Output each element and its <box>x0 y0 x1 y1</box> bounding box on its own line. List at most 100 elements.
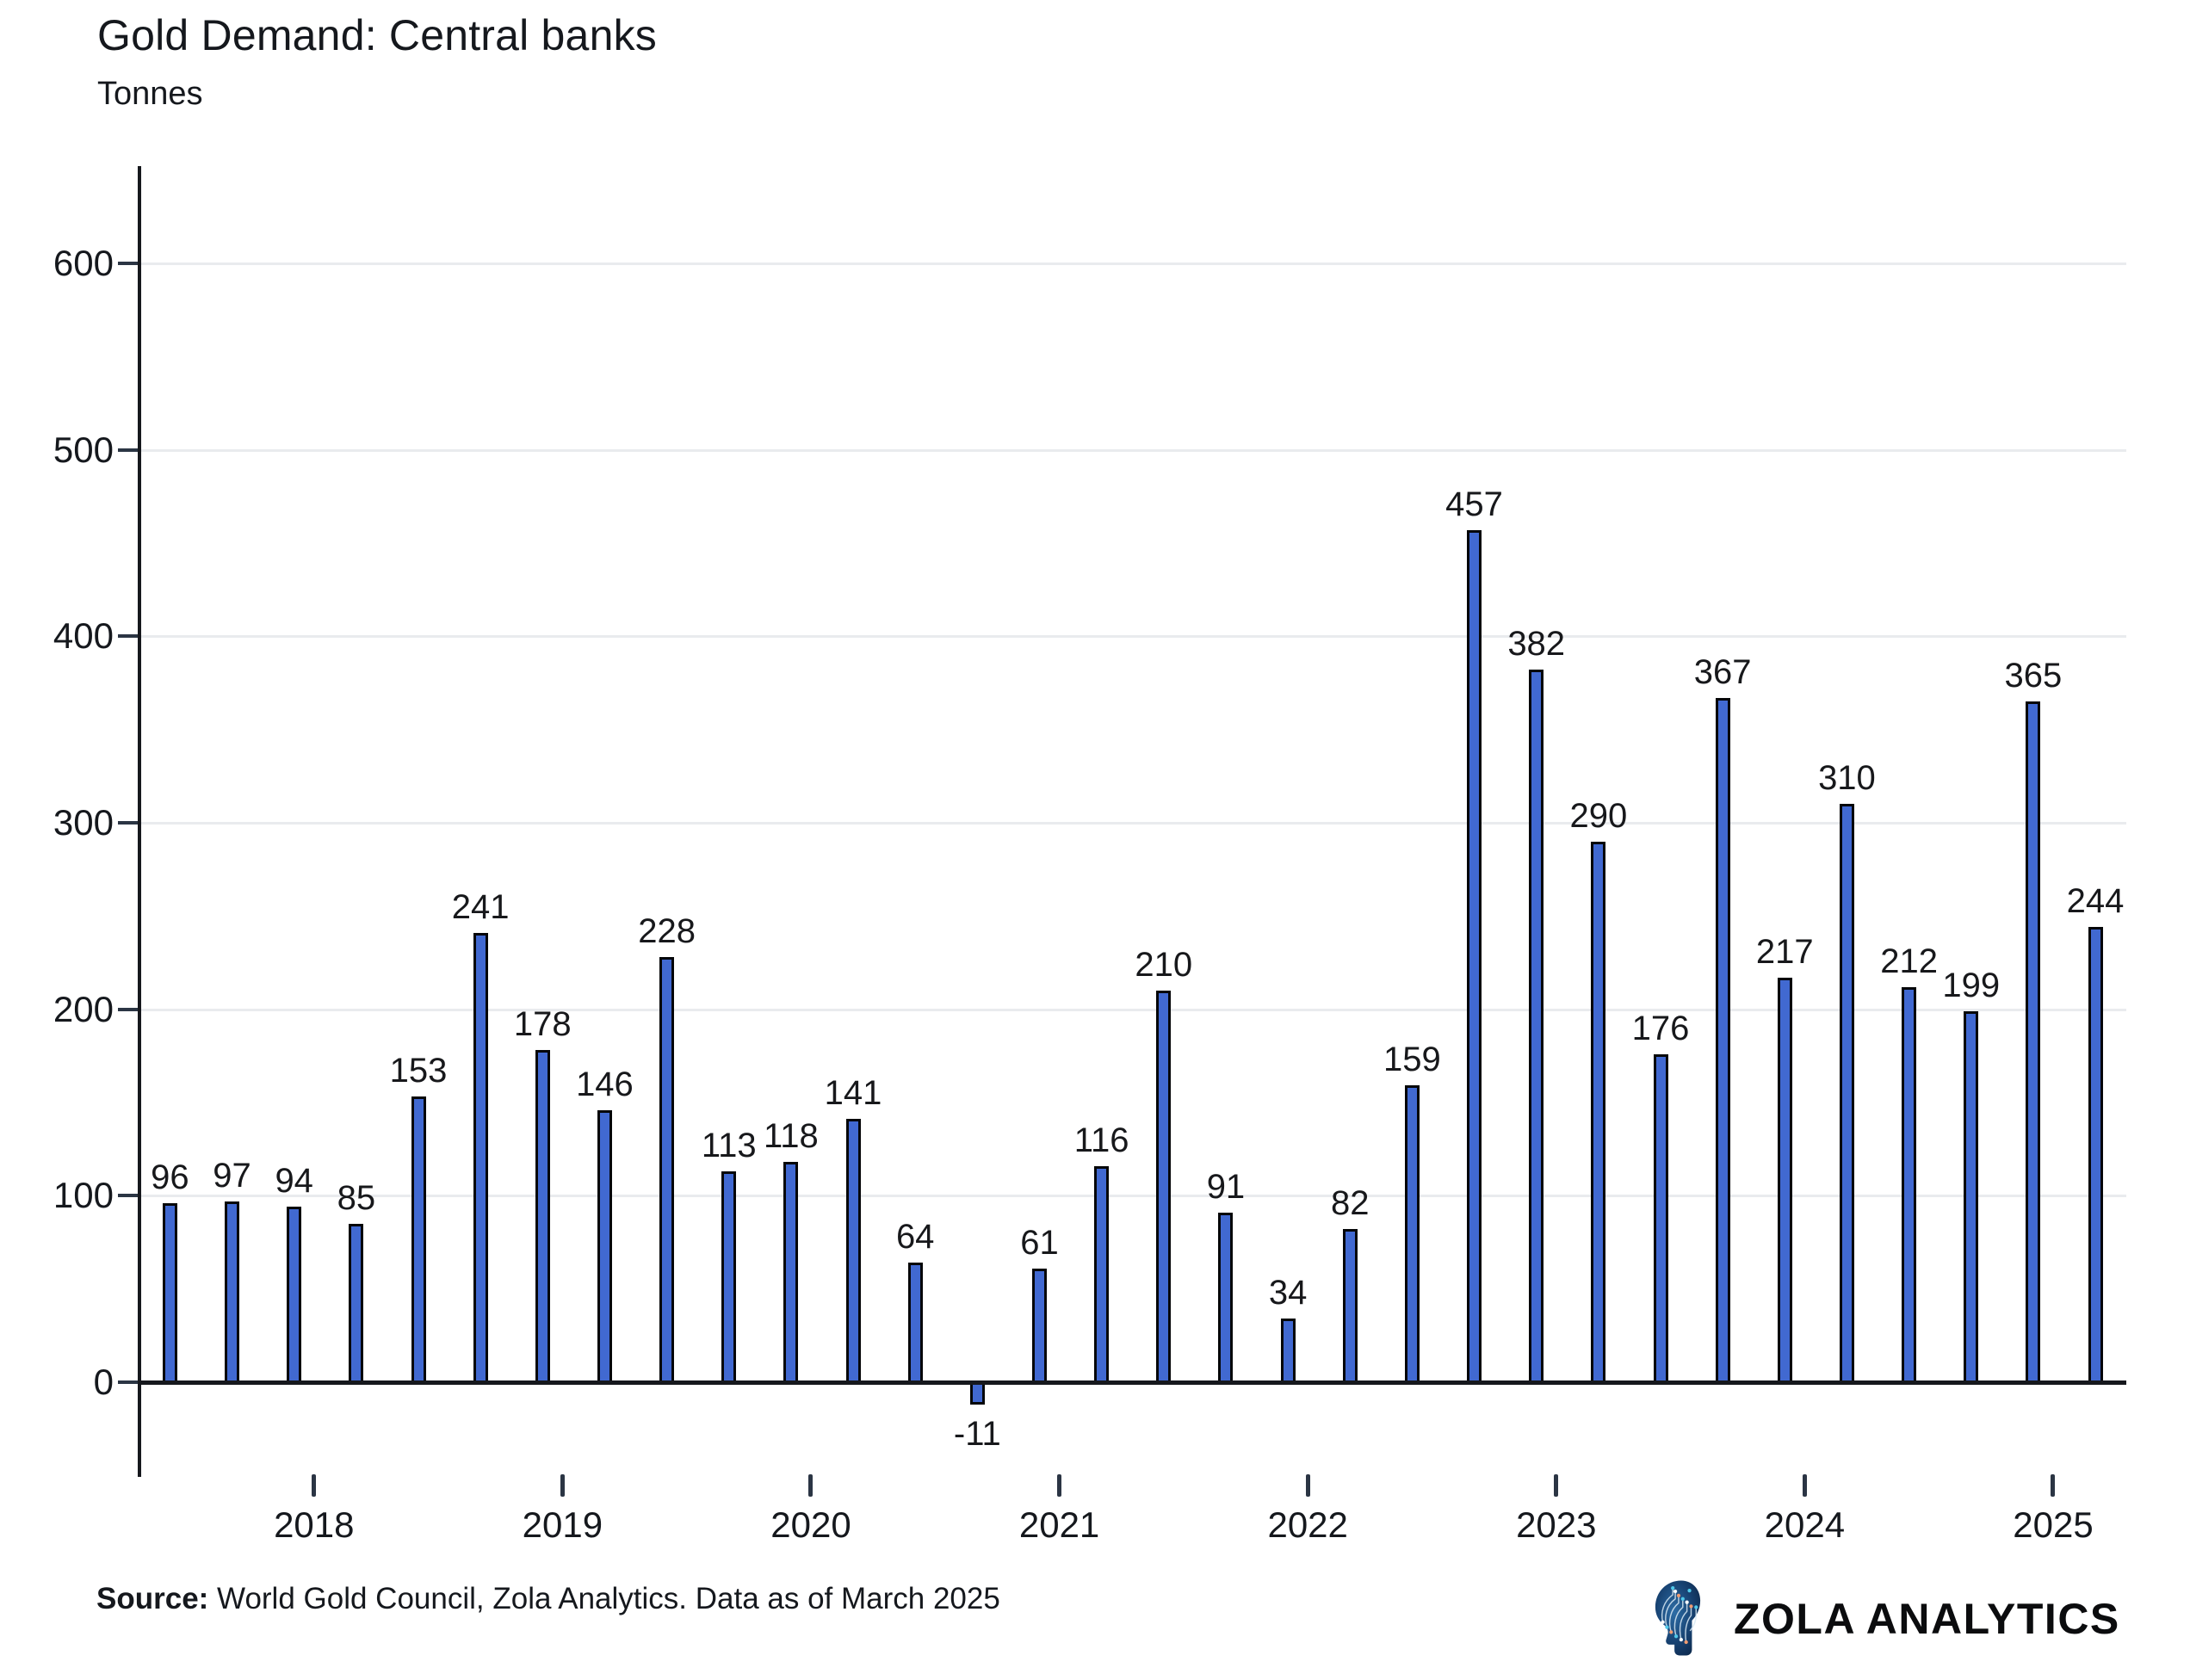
x-axis-tick-2019 <box>560 1474 565 1497</box>
bar-value-label: 178 <box>513 1005 572 1044</box>
bar-Q2-2024 <box>1902 986 1917 1385</box>
logo-text: ZOLA ANALYTICS <box>1734 1595 2120 1643</box>
y-axis-tick-label: 100 <box>53 1175 114 1216</box>
bar-Q2-2018 <box>411 1096 426 1385</box>
logo: ZOLA ANALYTICS <box>1653 1578 2120 1659</box>
y-axis-tick-label: 200 <box>53 988 114 1029</box>
bar-Q1-2018 <box>349 1223 364 1385</box>
x-axis-tick-2025 <box>2051 1474 2056 1497</box>
source-label: Source: <box>96 1582 209 1615</box>
bar-value-label: 457 <box>1445 485 1503 523</box>
y-axis-tick <box>118 1007 140 1011</box>
bar-value-label: 113 <box>701 1127 757 1165</box>
bar-value-label: 97 <box>213 1156 251 1195</box>
bar-Q4-2017 <box>287 1207 302 1385</box>
x-axis-year-label: 2018 <box>274 1504 355 1545</box>
bar-Q2-2019 <box>659 956 675 1385</box>
y-axis-tick-label: 600 <box>53 242 114 283</box>
bar-value-label: 290 <box>1569 796 1628 835</box>
bar-Q1-2021 <box>1094 1165 1110 1385</box>
bar-value-label: 34 <box>1268 1274 1308 1312</box>
y-axis-tick <box>118 1194 140 1198</box>
bar-Q4-2020 <box>1032 1268 1047 1385</box>
bar-Q1-2025 <box>2088 927 2103 1385</box>
bar-Q4-2024 <box>2026 701 2041 1385</box>
bar-value-label: 159 <box>1383 1041 1441 1079</box>
bar-value-label: 91 <box>1206 1167 1246 1206</box>
x-axis-line <box>138 1380 2126 1385</box>
bar-Q2-2017 <box>162 1202 177 1385</box>
y-axis-tick-label: 0 <box>93 1362 114 1402</box>
bar-Q3-2020 <box>969 1381 985 1405</box>
bar-value-label: 153 <box>389 1052 448 1090</box>
bar-Q2-2020 <box>907 1263 923 1385</box>
x-axis-year-label: 2019 <box>522 1504 603 1545</box>
bar-Q4-2022 <box>1529 670 1544 1385</box>
bar-Q4-2019 <box>783 1162 799 1385</box>
bar-Q1-2024 <box>1839 804 1854 1385</box>
bar-value-label: 146 <box>576 1065 634 1103</box>
bar-Q3-2024 <box>1964 1010 1979 1385</box>
gridline-200 <box>141 1008 2126 1011</box>
bar-value-label: 365 <box>2004 657 2063 695</box>
bar-value-label: 228 <box>638 911 696 950</box>
bar-value-label: 94 <box>275 1162 313 1201</box>
bar-value-label: 217 <box>1755 932 1814 971</box>
gridline-300 <box>141 821 2126 825</box>
bar-Q3-2019 <box>721 1171 737 1385</box>
bar-value-label: -11 <box>953 1414 1001 1453</box>
x-axis-year-label: 2022 <box>1267 1504 1348 1545</box>
x-axis-year-label: 2021 <box>1018 1504 1100 1545</box>
x-axis-tick-2018 <box>312 1474 317 1497</box>
bar-Q3-2017 <box>225 1201 240 1385</box>
y-axis-tick <box>118 820 140 825</box>
bar-Q3-2018 <box>473 932 488 1385</box>
bar-value-label: 176 <box>1631 1009 1690 1047</box>
x-axis-year-label: 2023 <box>1516 1504 1597 1545</box>
y-axis-tick-label: 500 <box>53 429 114 470</box>
source-line: Source: World Gold Council, Zola Analyti… <box>96 1582 1000 1616</box>
bar-Q4-2021 <box>1280 1319 1296 1385</box>
source-text: World Gold Council, Zola Analytics. Data… <box>208 1582 1000 1615</box>
gridline-100 <box>141 1195 2126 1198</box>
x-axis-year-label: 2025 <box>2013 1504 2094 1545</box>
y-axis-line <box>138 166 141 1477</box>
x-axis-year-label: 2024 <box>1764 1504 1846 1545</box>
gridline-500 <box>141 448 2126 452</box>
circuit-head-icon <box>1653 1577 1703 1662</box>
chart-subtitle: Tonnes <box>97 76 203 112</box>
y-axis-tick-label: 300 <box>53 801 114 843</box>
bar-Q4-2023 <box>1777 977 1792 1385</box>
bar-value-label: 241 <box>451 887 510 926</box>
x-axis-tick-2024 <box>1802 1474 1807 1497</box>
x-axis-tick-2023 <box>1554 1474 1559 1497</box>
bar-Q1-2023 <box>1591 841 1606 1385</box>
bar-value-label: 367 <box>1693 652 1752 691</box>
y-axis-tick-label: 400 <box>53 615 114 657</box>
bar-value-label: 199 <box>1942 966 2001 1004</box>
bar-value-label: 82 <box>1331 1184 1370 1223</box>
bar-value-label: 212 <box>1880 942 1938 980</box>
bar-Q1-2019 <box>597 1109 612 1385</box>
y-axis-tick <box>118 261 140 265</box>
bar-Q2-2022 <box>1404 1085 1420 1385</box>
bar-Q2-2023 <box>1653 1053 1668 1385</box>
bar-value-label: 64 <box>895 1218 935 1257</box>
chart-title: Gold Demand: Central banks <box>97 11 657 59</box>
bar-value-label: 96 <box>151 1158 189 1196</box>
x-axis-tick-2022 <box>1305 1474 1310 1497</box>
x-axis-year-label: 2020 <box>770 1504 851 1545</box>
gridline-400 <box>141 635 2126 639</box>
y-axis-tick <box>118 448 140 452</box>
gridline-600 <box>141 262 2126 265</box>
bar-value-label: 116 <box>1073 1121 1129 1159</box>
bar-value-label: 310 <box>1818 759 1876 798</box>
y-axis-tick <box>118 1380 140 1384</box>
bar-value-label: 244 <box>2066 882 2125 921</box>
bar-value-label: 382 <box>1507 625 1566 664</box>
x-axis-tick-2021 <box>1057 1474 1062 1497</box>
y-axis-tick <box>118 634 140 639</box>
bar-value-label: 141 <box>824 1074 882 1113</box>
bar-value-label: 61 <box>1020 1223 1059 1262</box>
